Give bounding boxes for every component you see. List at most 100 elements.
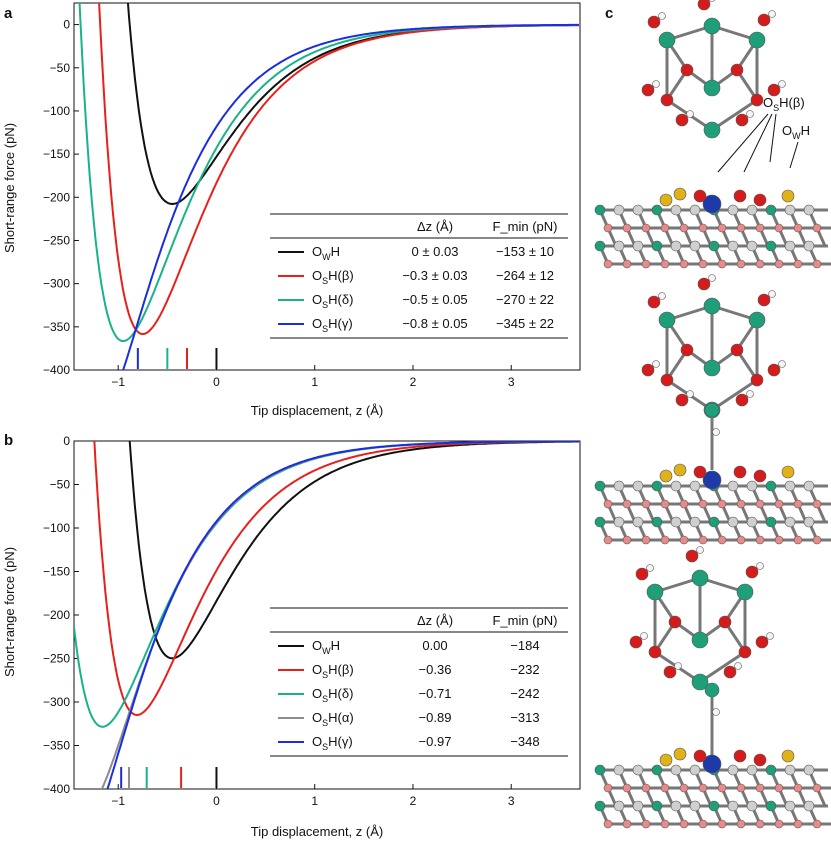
atom — [703, 121, 721, 139]
atom — [663, 665, 677, 679]
table-cell-dz: 0 ± 0.03 — [412, 244, 459, 259]
atom — [613, 204, 625, 216]
atom — [708, 516, 720, 528]
atom — [689, 240, 701, 252]
y-tick-label: −400 — [43, 363, 70, 377]
atom — [753, 193, 767, 207]
atom — [733, 749, 747, 763]
atom — [765, 764, 777, 776]
x-tick-label: 2 — [410, 794, 417, 808]
atom — [698, 535, 708, 545]
atom — [755, 535, 765, 545]
atom — [735, 113, 749, 127]
atom — [781, 465, 795, 479]
atom — [594, 240, 606, 252]
panel-c-osh-label: OSH(β) — [763, 95, 805, 113]
atom — [603, 223, 613, 233]
atom — [736, 783, 746, 793]
atom — [767, 83, 781, 97]
atom — [727, 516, 739, 528]
atom — [784, 240, 796, 252]
atom — [679, 499, 689, 509]
atom — [755, 819, 765, 829]
atom — [641, 499, 651, 509]
atom — [641, 819, 651, 829]
atom — [750, 373, 764, 387]
atom — [708, 274, 716, 282]
x-tick-label: 1 — [311, 794, 318, 808]
atom — [689, 204, 701, 216]
atom — [689, 764, 701, 776]
atom — [594, 764, 606, 776]
atom — [803, 516, 815, 528]
atom — [613, 240, 625, 252]
atom — [689, 516, 701, 528]
atom — [629, 635, 643, 649]
atom — [651, 800, 663, 812]
atom — [784, 764, 796, 776]
table-header-fmin: F_min (pN) — [492, 219, 557, 234]
atom — [718, 615, 732, 629]
atom — [697, 277, 711, 291]
table-cell-dz: 0.00 — [422, 638, 447, 653]
atom — [748, 31, 766, 49]
y-tick-label: 0 — [63, 434, 70, 448]
atom — [765, 204, 777, 216]
atom — [703, 359, 721, 377]
atom — [812, 259, 822, 269]
panel-a-xlabel: Tip displacement, z (Å) — [251, 403, 383, 418]
legend-label: OWH — [312, 244, 340, 262]
atom — [767, 363, 781, 377]
atom — [613, 800, 625, 812]
atom — [736, 819, 746, 829]
atom — [774, 819, 784, 829]
atom — [696, 546, 704, 554]
atom — [717, 819, 727, 829]
table-header-dz: Δz (Å) — [417, 613, 453, 628]
panel-a-frame — [73, 2, 581, 371]
atom — [641, 223, 651, 233]
panel-c-structures — [594, 0, 831, 829]
atom — [673, 187, 687, 201]
panel-a-markers — [136, 348, 218, 369]
atom — [708, 800, 720, 812]
atom — [755, 259, 765, 269]
atom — [641, 259, 651, 269]
atom — [812, 499, 822, 509]
atom — [803, 800, 815, 812]
atom — [704, 682, 720, 698]
panel-b: b Short-range force (pN) Tip displacemen… — [2, 432, 581, 839]
atom — [641, 83, 655, 97]
atom — [793, 259, 803, 269]
atom — [698, 499, 708, 509]
table-cell-fmin: −184 — [510, 638, 539, 653]
atom — [781, 189, 795, 203]
atom — [708, 0, 716, 2]
atom — [755, 499, 765, 509]
atom — [736, 499, 746, 509]
atom — [727, 800, 739, 812]
atom — [765, 516, 777, 528]
atom — [660, 783, 670, 793]
atom — [812, 223, 822, 233]
atom — [675, 393, 689, 407]
atom — [812, 783, 822, 793]
atom — [735, 393, 749, 407]
bond — [711, 378, 758, 412]
atom — [748, 311, 766, 329]
atom — [717, 783, 727, 793]
y-tick-label: −300 — [43, 695, 70, 709]
atom — [753, 469, 767, 483]
table-header-fmin: F_min (pN) — [492, 613, 557, 628]
atom — [717, 535, 727, 545]
table-cell-fmin: −232 — [510, 662, 539, 677]
atom — [660, 819, 670, 829]
atom — [803, 480, 815, 492]
y-tick-label: −150 — [43, 147, 70, 161]
atom — [622, 499, 632, 509]
legend-label: OSH(β) — [312, 268, 354, 286]
panel-a-ticks: −1 0 1 2 3 0 −50 −100 −150 −200 −250 −300 −350 −400 — [43, 18, 515, 389]
y-tick-label: −100 — [43, 521, 70, 535]
atom — [652, 360, 660, 368]
atom — [774, 223, 784, 233]
